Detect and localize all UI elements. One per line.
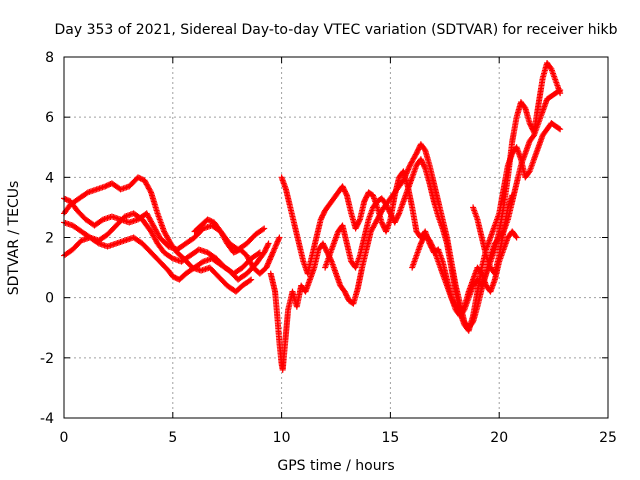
- data-series: [61, 60, 564, 373]
- y-tick-label: 8: [45, 50, 54, 66]
- y-tick-label: 2: [45, 231, 54, 247]
- series-satellite-track-f: [278, 87, 564, 319]
- data-point: [64, 197, 71, 204]
- data-point: [104, 182, 111, 189]
- x-tick-label: 5: [168, 430, 177, 446]
- data-point: [356, 217, 363, 224]
- data-point: [412, 151, 419, 158]
- data-point: [395, 211, 402, 218]
- data-point: [136, 174, 143, 181]
- data-point: [137, 175, 144, 182]
- x-tick-label: 10: [273, 430, 291, 446]
- data-point: [521, 103, 528, 110]
- data-point: [265, 240, 272, 247]
- data-point: [513, 234, 520, 241]
- data-point: [138, 176, 145, 183]
- data-point: [230, 249, 237, 256]
- data-point: [557, 126, 564, 133]
- data-point: [62, 195, 69, 202]
- data-point: [556, 125, 563, 132]
- series-satellite-track-j: [470, 192, 516, 277]
- data-point: [134, 174, 141, 181]
- x-tick-label: 25: [599, 430, 617, 446]
- data-point: [233, 248, 240, 255]
- data-point: [85, 233, 92, 240]
- y-axis-label: SDTVAR / TECUs: [6, 181, 22, 296]
- chart-title: Day 353 of 2021, Sidereal Day-to-day VTE…: [55, 22, 618, 38]
- x-tick-label: 0: [60, 430, 69, 446]
- axis-ticks: 0 5 10 15 20 25 -4 -2 0 2 4 6 8: [40, 50, 617, 446]
- data-point: [246, 277, 253, 284]
- y-tick-label: -2: [40, 351, 54, 367]
- data-point: [557, 87, 564, 94]
- data-point: [232, 248, 239, 255]
- data-point: [509, 192, 516, 199]
- y-tick-label: 6: [45, 110, 54, 126]
- data-point: [421, 146, 428, 153]
- data-point: [205, 217, 212, 224]
- y-tick-label: 4: [45, 170, 54, 186]
- y-tick-label: 0: [45, 291, 54, 307]
- data-point: [256, 249, 263, 256]
- series-satellite-track-h: [191, 216, 283, 277]
- data-point: [147, 188, 154, 195]
- data-point: [343, 191, 350, 198]
- data-point: [259, 226, 266, 233]
- data-point: [204, 216, 211, 223]
- data-point: [199, 259, 206, 266]
- data-point: [421, 164, 428, 171]
- data-point: [171, 274, 178, 281]
- data-point: [264, 241, 271, 248]
- data-point: [248, 276, 255, 283]
- data-point: [168, 254, 175, 261]
- data-point: [208, 218, 215, 225]
- data-point: [276, 234, 283, 241]
- data-point: [430, 245, 437, 252]
- data-point: [98, 217, 105, 224]
- x-tick-label: 15: [381, 430, 399, 446]
- x-tick-label: 20: [490, 430, 508, 446]
- data-point: [102, 183, 109, 190]
- data-point: [460, 304, 467, 311]
- data-point: [255, 250, 262, 257]
- data-point: [63, 196, 70, 203]
- data-point: [83, 190, 90, 197]
- data-point: [556, 87, 563, 94]
- data-point: [172, 274, 179, 281]
- data-point: [169, 273, 176, 280]
- x-axis-label: GPS time / hours: [277, 458, 394, 474]
- data-point: [103, 182, 110, 189]
- y-tick-label: -4: [40, 411, 54, 427]
- series-satellite-track-d: [61, 174, 255, 295]
- data-point: [512, 233, 519, 240]
- data-point: [207, 217, 214, 224]
- data-point: [261, 225, 268, 232]
- series-satellite-track-g: [322, 120, 564, 334]
